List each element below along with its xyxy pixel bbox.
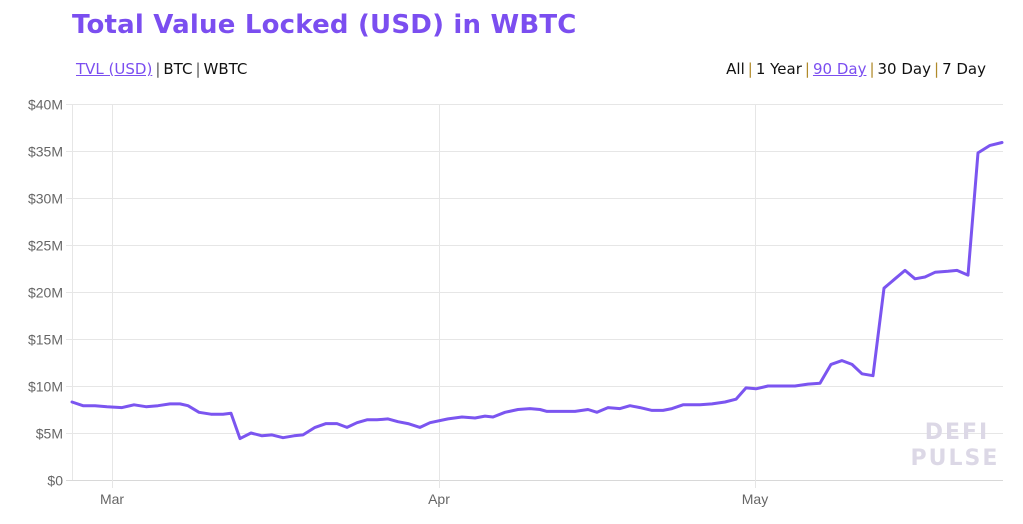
x-tick-label: Mar	[100, 491, 124, 507]
y-tick-label: $30M	[28, 191, 63, 207]
separator: |	[747, 60, 753, 78]
y-tick-label: $15M	[28, 332, 63, 348]
unit-nav: TVL (USD) | BTC | WBTC	[76, 60, 247, 78]
unit-tab-btc[interactable]: BTC	[163, 60, 193, 78]
x-tick-label: May	[742, 491, 768, 507]
y-tick-label: $0	[47, 473, 63, 489]
unit-tab-wbtc[interactable]: WBTC	[203, 60, 248, 78]
separator: |	[195, 60, 201, 78]
x-tick-label: Apr	[428, 491, 450, 507]
y-tick-label: $25M	[28, 238, 63, 254]
gridlines	[66, 104, 1003, 488]
range-tab-30-day[interactable]: 30 Day	[877, 60, 931, 78]
tvl-series-line	[70, 141, 1004, 441]
unit-tab-tvl-usd[interactable]: TVL (USD)	[76, 60, 153, 78]
separator: |	[934, 60, 940, 78]
watermark: DEFI PULSE	[911, 420, 1000, 471]
range-nav: All | 1 Year | 90 Day | 30 Day | 7 Day	[726, 60, 986, 78]
x-axis: Mar Apr May	[100, 491, 768, 507]
range-tab-all[interactable]: All	[726, 60, 745, 78]
y-axis: $0 $5M $10M $15M $20M $25M $30M $35M $40M	[28, 97, 63, 489]
y-tick-label: $20M	[28, 285, 63, 301]
range-tab-1-year[interactable]: 1 Year	[755, 60, 802, 78]
watermark-defi: DEFI	[925, 420, 990, 445]
range-tab-7-day[interactable]: 7 Day	[942, 60, 986, 78]
y-tick-label: $40M	[28, 97, 63, 113]
watermark-pulse: PULSE	[911, 446, 1000, 471]
y-tick-label: $5M	[36, 426, 63, 442]
separator: |	[869, 60, 875, 78]
page-title: Total Value Locked (USD) in WBTC	[72, 10, 577, 40]
separator: |	[155, 60, 161, 78]
range-tab-90-day[interactable]: 90 Day	[812, 60, 867, 78]
y-tick-label: $10M	[28, 379, 63, 395]
separator: |	[804, 60, 810, 78]
y-tick-label: $35M	[28, 144, 63, 160]
